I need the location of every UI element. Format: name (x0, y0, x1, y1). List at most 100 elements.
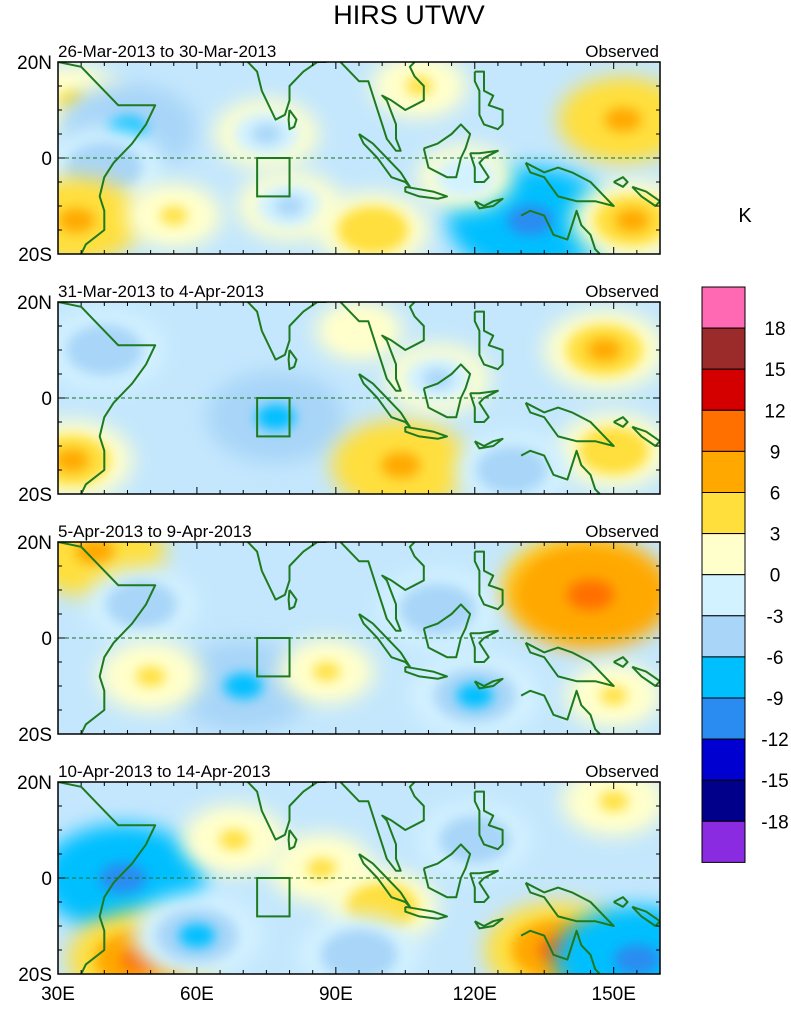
colorbar-label: -9 (767, 689, 784, 710)
colorbar-label: 3 (770, 525, 781, 546)
colorbar-label: 12 (764, 401, 785, 422)
colorbar-swatch (701, 286, 746, 329)
coastline (469, 149, 499, 183)
panel-period: 31-Mar-2013 to 4-Apr-2013 (58, 282, 264, 301)
anomaly-core (274, 196, 305, 216)
anomaly-core (346, 322, 372, 340)
x-tick-label: 120E (453, 984, 497, 1005)
panel-label: Observed (585, 762, 659, 781)
coastline (422, 603, 472, 659)
panel-label: Observed (585, 42, 659, 61)
anomaly-core (135, 666, 166, 687)
anomaly-core (341, 943, 377, 967)
coastline (524, 401, 615, 447)
colorbar-swatch (701, 533, 746, 576)
anomaly-core (597, 440, 630, 462)
anomaly-core (615, 209, 650, 232)
coastline (58, 302, 157, 494)
y-tick-label: 20S (18, 725, 52, 746)
x-tick-label: 150E (592, 984, 636, 1005)
coastline (613, 416, 629, 428)
coastline (631, 905, 660, 927)
anomaly-core (420, 597, 455, 621)
coastline (404, 905, 448, 920)
coastline (473, 70, 504, 131)
anomaly-core (178, 923, 216, 948)
coastline (339, 302, 425, 392)
coastline (58, 782, 157, 974)
anomaly-core (87, 338, 122, 362)
anomaly-core (600, 686, 628, 705)
colorbar-swatch (701, 409, 746, 452)
coastline (524, 161, 615, 207)
coastline (524, 881, 615, 927)
y-tick-label: 20S (18, 245, 52, 266)
coastline (339, 542, 425, 632)
y-tick-label: 20N (17, 293, 52, 314)
anomaly-core (307, 858, 337, 879)
anomaly-core (223, 673, 263, 699)
panel-period: 10-Apr-2013 to 14-Apr-2013 (58, 762, 271, 781)
colorbar-swatch (701, 779, 746, 822)
chart-title: HIRS UTWV (333, 0, 485, 30)
panel-label: Observed (585, 282, 659, 301)
coastline (422, 363, 472, 419)
anomaly-core (160, 206, 188, 225)
coastline (524, 641, 615, 687)
coastline (224, 62, 327, 121)
y-tick-label: 0 (41, 629, 52, 650)
coastline (287, 109, 298, 131)
coastline (469, 389, 499, 423)
region-box (256, 397, 291, 438)
anomaly-core (381, 452, 421, 479)
colorbar-label: 0 (770, 566, 781, 587)
coastline (358, 373, 411, 428)
anomaly-core (598, 791, 629, 812)
x-axis: 30E 60E 90E 120E 150E (41, 984, 636, 1005)
coastlines (58, 542, 660, 734)
coastline (631, 425, 660, 447)
coastline (631, 185, 660, 207)
anomaly-core (58, 449, 90, 472)
colorbar-label: -15 (761, 771, 788, 792)
anomaly-core (507, 205, 554, 236)
colorbar-swatch (701, 492, 746, 535)
coastline (473, 197, 504, 210)
y-tick-label: 0 (41, 869, 52, 890)
coastline (473, 917, 504, 930)
y-tick-label: 20S (18, 485, 52, 506)
coastlines (58, 302, 660, 494)
coastline (613, 176, 629, 188)
coastline (358, 613, 411, 668)
colorbar-swatch (701, 450, 746, 493)
coastline (473, 677, 504, 690)
colorbar-swatch (701, 820, 746, 863)
coastline (613, 656, 629, 668)
map-panel: 20N 0 20S 5-Apr-2013 to 9-Apr-2013 Observed (17, 522, 661, 746)
colorbar-unit: K (738, 205, 752, 227)
x-tick-label: 30E (41, 984, 75, 1005)
y-tick-label: 20N (17, 533, 52, 554)
coastline (520, 929, 601, 974)
anomaly-core (567, 579, 614, 610)
colorbar-label: 6 (770, 484, 781, 505)
y-tick-label: 20N (17, 53, 52, 74)
region-box (256, 877, 291, 918)
anomaly-core (495, 459, 528, 481)
coastline (520, 689, 601, 734)
colorbar-label: -18 (761, 812, 788, 833)
panel-label: Observed (585, 522, 659, 541)
anomaly-field (58, 782, 660, 974)
colorbar-label: 18 (764, 319, 785, 340)
coastline (613, 896, 629, 908)
colorbar-label: 9 (770, 442, 781, 463)
coastline (224, 542, 327, 601)
coastline (520, 209, 601, 254)
colorbar-swatch (701, 738, 746, 781)
anomaly-core (604, 107, 642, 132)
x-tick-label: 60E (180, 984, 214, 1005)
coastline (469, 629, 499, 663)
y-tick-label: 20N (17, 773, 52, 794)
colorbar-label: 15 (764, 360, 785, 381)
anomaly-field (58, 302, 660, 494)
